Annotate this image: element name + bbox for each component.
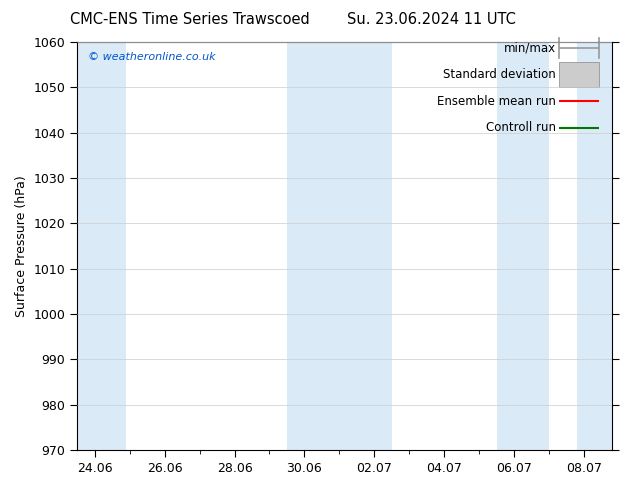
Text: Controll run: Controll run — [486, 121, 556, 134]
Bar — [559, 62, 598, 87]
Text: Standard deviation: Standard deviation — [443, 68, 556, 81]
Text: min/max: min/max — [504, 42, 556, 55]
Text: CMC-ENS Time Series Trawscoed: CMC-ENS Time Series Trawscoed — [70, 12, 310, 27]
Text: © weatheronline.co.uk: © weatheronline.co.uk — [88, 52, 216, 62]
Bar — [77, 42, 126, 450]
Text: Su. 23.06.2024 11 UTC: Su. 23.06.2024 11 UTC — [347, 12, 515, 27]
Bar — [577, 42, 612, 450]
Bar — [496, 42, 549, 450]
Y-axis label: Surface Pressure (hPa): Surface Pressure (hPa) — [15, 175, 28, 317]
Bar — [287, 42, 392, 450]
Text: Ensemble mean run: Ensemble mean run — [437, 95, 556, 108]
